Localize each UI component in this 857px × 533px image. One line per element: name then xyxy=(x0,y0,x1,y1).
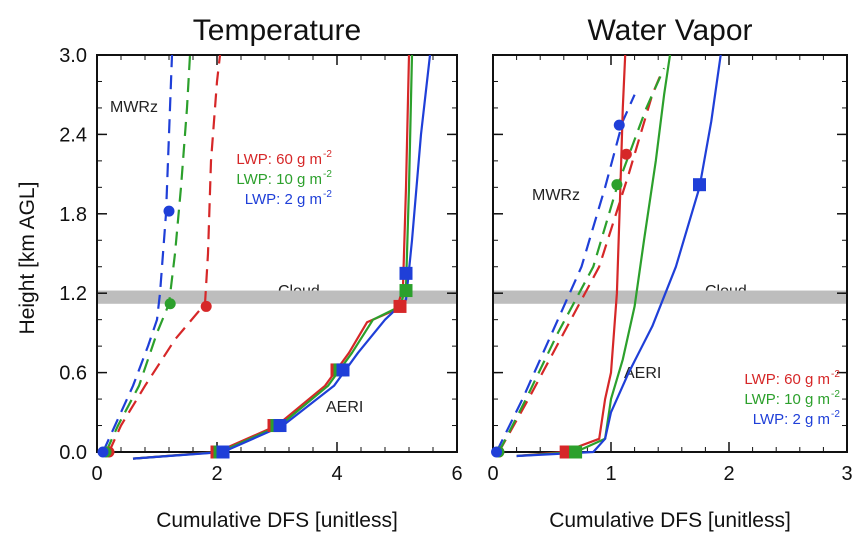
water-vapor-mwr-label: MWRz xyxy=(532,187,580,204)
water-vapor-mwr-base-marker xyxy=(491,446,503,458)
temperature-aeri-square-marker xyxy=(399,284,413,298)
temperature-y-tick-label: 2.4 xyxy=(59,124,87,146)
temperature-legend-superscript: -2 xyxy=(323,169,332,180)
temperature-legend-entry: LWP: 2 g m xyxy=(245,191,322,208)
temperature-y-tick-label: 0.0 xyxy=(59,442,87,464)
temperature-aeri-square-marker xyxy=(273,419,287,433)
water-vapor-legend-entry: LWP: 10 g m xyxy=(744,391,830,408)
water-vapor-x-tick-label: 3 xyxy=(841,463,852,485)
temperature-legend-superscript: -2 xyxy=(323,189,332,200)
water-vapor-x-tick-label: 0 xyxy=(487,463,498,485)
temperature-y-tick-label: 1.2 xyxy=(59,283,87,305)
temperature-mwr-line xyxy=(101,55,174,453)
temperature-mwr-label: MWRz xyxy=(110,99,158,116)
water-vapor-mwr-line xyxy=(495,94,636,453)
water-vapor-aeri-label: AERI xyxy=(624,365,661,382)
water-vapor-aeri-square-marker xyxy=(693,178,706,192)
temperature-mwr-base-marker xyxy=(97,446,109,458)
water-vapor-mwr-line xyxy=(497,67,666,453)
water-vapor-mwr-marker xyxy=(611,179,623,191)
water-vapor-mwr-line xyxy=(497,74,662,453)
water-vapor-legend-superscript: -2 xyxy=(831,369,840,380)
temperature-mwr-marker xyxy=(163,205,175,217)
temperature-legend-entry: LWP: 60 g m xyxy=(236,151,322,168)
water-vapor-cloud-band xyxy=(493,290,847,304)
water-vapor-series-group xyxy=(495,55,722,458)
temperature-y-tick-label: 0.6 xyxy=(59,363,87,385)
temperature-aeri-square-marker xyxy=(399,266,413,280)
water-vapor-mwr-marker xyxy=(620,148,632,160)
temperature-legend-superscript: -2 xyxy=(323,149,332,160)
temperature-series-group xyxy=(101,55,432,460)
temperature-aeri-square-marker xyxy=(336,363,350,377)
temperature-x-tick-label: 0 xyxy=(91,463,102,485)
height-ylabel: Height [km AGL] xyxy=(16,182,39,335)
temperature-mwr-marker xyxy=(200,300,212,312)
water-vapor-x-tick-label: 2 xyxy=(723,463,734,485)
water-vapor-mwr-marker xyxy=(613,119,625,131)
temperature-aeri-square-marker xyxy=(393,299,407,313)
temperature-cloud-band xyxy=(97,290,457,304)
water-vapor-aeri-line xyxy=(516,55,722,458)
water-vapor-legend-entry: LWP: 60 g m xyxy=(744,371,830,388)
water-vapor-panel: Water Vapor Cumulative DFS [unitless] MW… xyxy=(487,14,852,532)
temperature-aeri-line xyxy=(132,55,411,460)
water-vapor-legend-entry: LWP: 2 g m xyxy=(753,411,830,428)
temperature-x-tick-label: 4 xyxy=(331,463,342,485)
temperature-aeri-square-marker xyxy=(216,445,230,459)
temperature-y-tick-label: 1.8 xyxy=(59,204,87,226)
temperature-y-tick-label: 3.0 xyxy=(59,45,87,67)
water-vapor-xlabel: Cumulative DFS [unitless] xyxy=(549,509,791,532)
temperature-aeri-line xyxy=(132,55,414,460)
water-vapor-aeri-line xyxy=(516,55,672,458)
temperature-panel: Temperature Cumulative DFS [unitless] He… xyxy=(16,14,463,532)
temperature-aeri-line xyxy=(132,55,432,460)
temperature-x-tick-label: 2 xyxy=(211,463,222,485)
temperature-title: Temperature xyxy=(193,14,361,47)
water-vapor-title: Water Vapor xyxy=(587,14,752,47)
temperature-x-tick-label: 6 xyxy=(451,463,462,485)
water-vapor-legend-superscript: -2 xyxy=(831,409,840,420)
water-vapor-legend-superscript: -2 xyxy=(831,389,840,400)
temperature-mwr-marker xyxy=(164,298,176,310)
temperature-aeri-label: AERI xyxy=(326,399,363,416)
water-vapor-aeri-line xyxy=(516,55,627,458)
temperature-xlabel: Cumulative DFS [unitless] xyxy=(156,509,398,532)
water-vapor-x-tick-label: 1 xyxy=(605,463,616,485)
water-vapor-aeri-square-marker xyxy=(569,445,583,459)
temperature-plot-frame xyxy=(96,54,458,453)
temperature-legend-entry: LWP: 10 g m xyxy=(236,171,322,188)
